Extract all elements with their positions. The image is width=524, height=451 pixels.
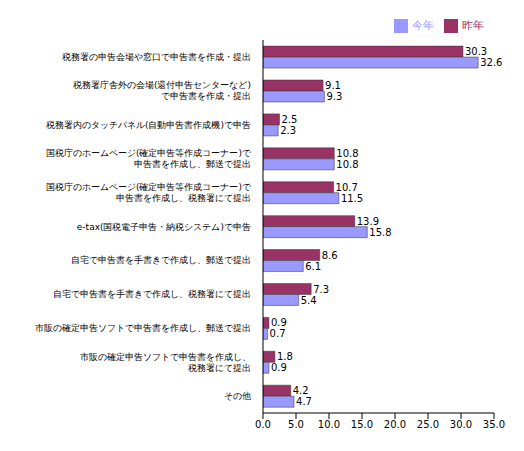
svg-text:4.2: 4.2 — [293, 385, 309, 396]
svg-text:15.8: 15.8 — [369, 227, 391, 238]
svg-text:15.0: 15.0 — [351, 419, 373, 430]
svg-text:税務署の申告会場や窓口で申告書を作成・提出: 税務署の申告会場や窓口で申告書を作成・提出 — [62, 51, 251, 61]
svg-text:10.7: 10.7 — [336, 182, 358, 193]
svg-text:0.9: 0.9 — [271, 317, 287, 328]
svg-text:30.0: 30.0 — [450, 419, 472, 430]
svg-text:市販の確定申告ソフトで申告書を作成し、郵送で提出: 市販の確定申告ソフトで申告書を作成し、郵送で提出 — [35, 323, 251, 333]
svg-text:13.9: 13.9 — [357, 216, 379, 227]
svg-text:9.1: 9.1 — [325, 80, 341, 91]
svg-text:10.8: 10.8 — [336, 148, 358, 159]
svg-text:e-tax(国税電子申告・納税システム)で申告: e-tax(国税電子申告・納税システム)で申告 — [77, 221, 251, 231]
svg-text:7.3: 7.3 — [313, 284, 329, 295]
svg-text:2.5: 2.5 — [282, 114, 298, 125]
html-text:昨年: 昨年 — [462, 19, 484, 32]
svg-text:自宅で申告書を手書きで作成し、郵送で提出: 自宅で申告書を手書きで作成し、郵送で提出 — [71, 255, 251, 265]
svg-text:8.6: 8.6 — [322, 250, 338, 261]
svg-text:9.3: 9.3 — [326, 91, 342, 102]
svg-text:その他: その他 — [224, 391, 251, 401]
svg-text:32.6: 32.6 — [480, 57, 502, 68]
svg-text:国税庁のホームページ(確定申告等作成コーナー)で申告書を作成: 国税庁のホームページ(確定申告等作成コーナー)で申告書を作成し、郵送で提出 — [46, 148, 252, 169]
svg-text:0.9: 0.9 — [271, 362, 287, 373]
svg-text:30.3: 30.3 — [465, 46, 487, 57]
svg-text:国税庁のホームページ(確定申告等作成コーナー)で申告書を作成: 国税庁のホームページ(確定申告等作成コーナー)で申告書を作成し、税務署にて提出 — [46, 182, 252, 203]
svg-text:6.1: 6.1 — [305, 261, 321, 272]
svg-text:0.0: 0.0 — [255, 419, 271, 430]
svg-text:2.3: 2.3 — [280, 125, 296, 136]
svg-text:税務署内のタッチパネル(自動申告書作成機)で申告: 税務署内のタッチパネル(自動申告書作成機)で申告 — [46, 119, 251, 129]
svg-text:自宅で申告書を手書きで作成し、税務署にて提出: 自宅で申告書を手書きで作成し、税務署にて提出 — [53, 289, 251, 299]
html-text:今年: 今年 — [412, 19, 434, 32]
svg-text:20.0: 20.0 — [384, 419, 406, 430]
svg-text:4.7: 4.7 — [296, 396, 312, 407]
svg-text:1.8: 1.8 — [277, 351, 293, 362]
svg-text:5.0: 5.0 — [288, 419, 304, 430]
svg-text:市販の確定申告ソフトで申告書を作成し、税務署にて提出: 市販の確定申告ソフトで申告書を作成し、税務署にて提出 — [80, 351, 251, 372]
svg-text:25.0: 25.0 — [417, 419, 439, 430]
svg-text:10.0: 10.0 — [318, 419, 340, 430]
svg-text:10.8: 10.8 — [336, 159, 358, 170]
svg-text:35.0: 35.0 — [483, 419, 505, 430]
svg-text:11.5: 11.5 — [341, 193, 363, 204]
svg-text:0.7: 0.7 — [270, 328, 286, 339]
svg-text:5.4: 5.4 — [301, 295, 317, 306]
svg-text:税務署庁舎外の会場(還付申告センターなど)で申告書を作成・提: 税務署庁舎外の会場(還付申告センターなど)で申告書を作成・提出 — [73, 80, 251, 101]
